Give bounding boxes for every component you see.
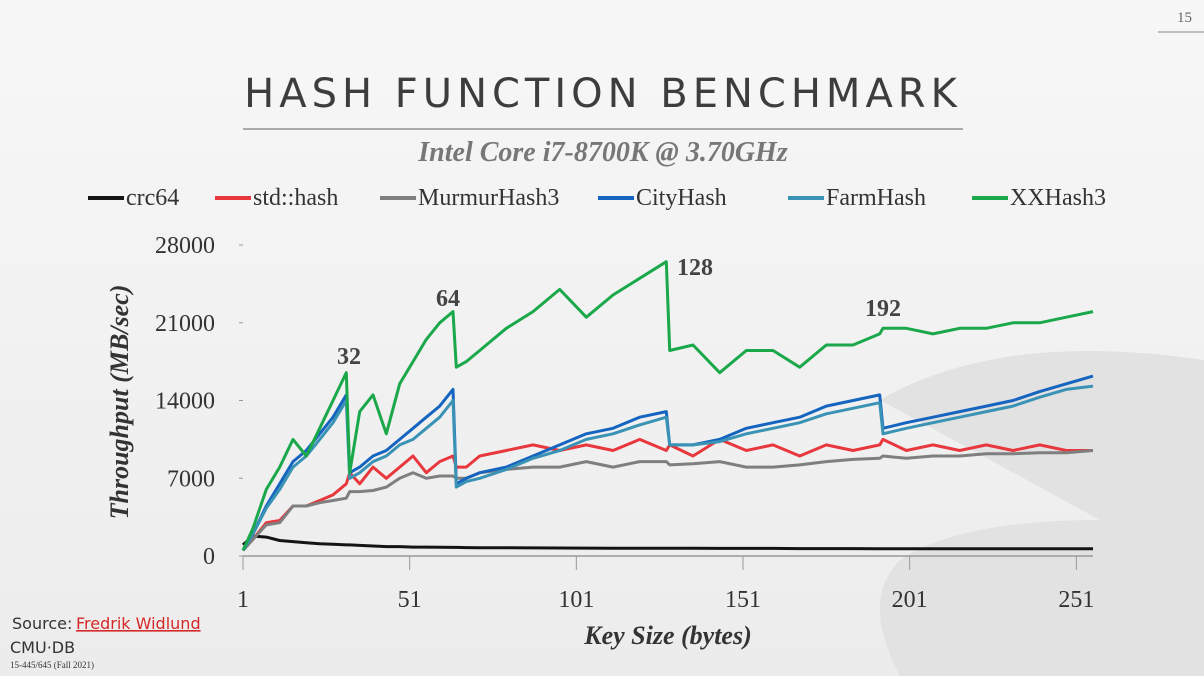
logo: CMU·DB bbox=[10, 638, 75, 657]
y-tick-label: 0 bbox=[203, 544, 215, 570]
legend-label: FarmHash bbox=[826, 185, 926, 211]
series-line bbox=[241, 374, 1094, 552]
y-tick-label: 7000 bbox=[167, 466, 215, 492]
annotation: 128 bbox=[677, 255, 713, 281]
legend-label: crc64 bbox=[126, 185, 179, 211]
logo-watermark bbox=[880, 351, 1204, 676]
x-tick-label: 251 bbox=[1058, 587, 1094, 613]
annotation: 192 bbox=[865, 296, 901, 322]
series-line bbox=[241, 260, 1094, 552]
x-tick-label: 101 bbox=[558, 587, 594, 613]
course: 15-445/645 (Fall 2021) bbox=[10, 660, 94, 670]
series-line bbox=[241, 449, 1094, 552]
y-axis-label: Throughput (MB/sec) bbox=[105, 285, 134, 520]
legend-label: XXHash3 bbox=[1010, 185, 1106, 211]
x-tick-label: 1 bbox=[237, 587, 249, 613]
y-tick-label: 28000 bbox=[155, 233, 215, 259]
series-line bbox=[242, 534, 1093, 551]
source-label: Source: bbox=[12, 614, 72, 633]
legend-label: std::hash bbox=[253, 185, 338, 211]
series-line bbox=[241, 384, 1094, 552]
series-line bbox=[241, 437, 1093, 552]
y-tick-label: 14000 bbox=[155, 389, 215, 415]
page-number: 15 bbox=[1177, 10, 1192, 26]
legend-label: CityHash bbox=[636, 185, 727, 211]
x-tick-label: 51 bbox=[398, 587, 422, 613]
annotation: 64 bbox=[436, 286, 460, 312]
title: HASH FUNCTION BENCHMARK bbox=[244, 71, 962, 117]
annotation: 32 bbox=[337, 344, 361, 370]
subtitle: Intel Core i7-8700K @ 3.70GHz bbox=[417, 137, 788, 168]
x-tick-label: 151 bbox=[725, 587, 761, 613]
source-link[interactable]: Fredrik Widlund bbox=[76, 614, 201, 633]
x-tick-label: 201 bbox=[892, 587, 928, 613]
x-axis-label: Key Size (bytes) bbox=[583, 621, 752, 650]
legend-label: MurmurHash3 bbox=[418, 185, 559, 211]
y-tick-label: 21000 bbox=[155, 311, 215, 337]
